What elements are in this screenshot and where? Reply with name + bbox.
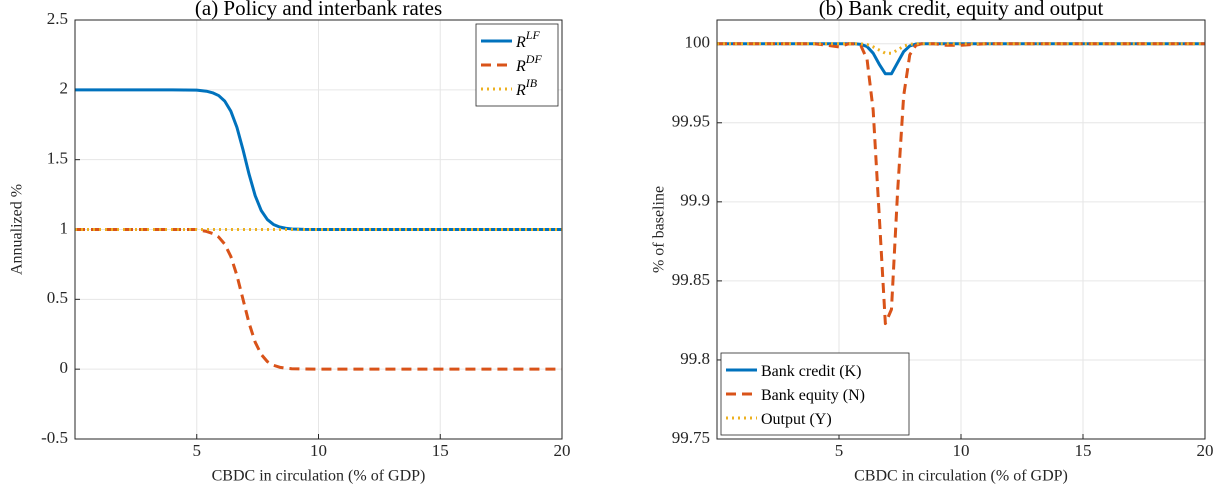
y-tick-label: 99.85 — [672, 270, 710, 289]
legend-name: R — [515, 34, 526, 51]
chart-title: (a) Policy and interbank rates — [195, 0, 442, 20]
series-line — [717, 42, 1205, 326]
y-tick-label: 99.8 — [680, 349, 710, 368]
y-tick-label: 99.75 — [672, 428, 710, 447]
series-line — [75, 88, 562, 231]
legend-name: Bank equity (N) — [761, 387, 865, 404]
legend-superscript: DF — [525, 52, 543, 66]
axes-box — [716, 19, 1206, 440]
x-tick-label: 20 — [1197, 441, 1214, 460]
x-tick-label: 20 — [554, 441, 571, 460]
y-tick-label: 1.5 — [47, 149, 68, 168]
chart-title: (b) Bank credit, equity and output — [819, 0, 1104, 20]
x-axis-label: CBDC in circulation (% of GDP) — [212, 468, 426, 485]
y-tick-label: 1 — [60, 218, 69, 237]
y-tick-label: 0.5 — [47, 288, 68, 307]
legend-superscript: IB — [525, 76, 538, 90]
legend-label: RIB — [515, 76, 538, 99]
y-tick-label: 0 — [60, 358, 69, 377]
x-tick-label: 5 — [193, 441, 202, 460]
legend-label: Bank equity (N) — [761, 387, 865, 404]
axes-box — [74, 19, 563, 440]
legend: Bank credit (K) Bank equity (N) Output (Y) — [720, 352, 910, 436]
legend-name: R — [515, 58, 526, 75]
x-tick-label: 10 — [953, 441, 970, 460]
y-tick-label: 2.5 — [47, 9, 68, 28]
x-tick-label: 15 — [1075, 441, 1092, 460]
legend-box — [720, 352, 910, 436]
legend-superscript: LF — [525, 28, 541, 42]
y-tick-label: 99.9 — [680, 191, 710, 210]
y-tick-label: 99.95 — [672, 112, 710, 131]
y-axis-label: % of baseline — [651, 186, 668, 273]
panel: -0.5 0 0.5 1 1.5 2 2.5 5 10 15 20 (a) Policy and in… — [9, 0, 571, 485]
legend-label: RDF — [515, 52, 542, 75]
y-tick-label: 100 — [685, 33, 711, 52]
legend-name: R — [515, 82, 526, 99]
series-line — [75, 228, 562, 371]
y-tick-label: -0.5 — [41, 428, 68, 447]
legend-label: Bank credit (K) — [761, 363, 861, 380]
panel: 99.75 99.8 99.85 99.9 99.95 100 5 10 15 20 (b) Ban… — [651, 0, 1214, 485]
legend-name: Output (Y) — [761, 411, 832, 428]
x-axis-label: CBDC in circulation (% of GDP) — [854, 468, 1068, 485]
x-tick-label: 5 — [835, 441, 844, 460]
y-axis-label: Annualized % — [9, 184, 26, 275]
x-tick-label: 15 — [432, 441, 449, 460]
legend-name: Bank credit (K) — [761, 363, 861, 380]
legend-label: RLF — [515, 28, 540, 51]
x-tick-label: 10 — [310, 441, 327, 460]
y-tick-label: 2 — [60, 79, 69, 98]
legend-label: Output (Y) — [761, 411, 832, 428]
